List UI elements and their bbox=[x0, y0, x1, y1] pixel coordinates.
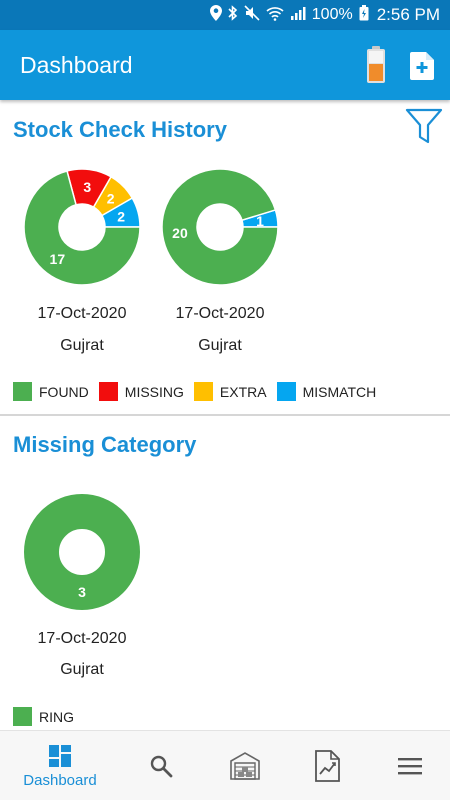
legend-item-found: FOUND bbox=[13, 382, 89, 401]
page-title: Dashboard bbox=[20, 52, 133, 78]
dashboard-icon bbox=[49, 744, 71, 767]
filter-icon bbox=[405, 108, 443, 144]
legend-label: RING bbox=[39, 708, 74, 725]
legend-item-ring: RING bbox=[13, 707, 74, 726]
legend-swatch bbox=[276, 382, 296, 401]
legend-label: FOUND bbox=[39, 383, 89, 400]
location-icon bbox=[209, 4, 222, 26]
bottom-navigation: Dashboard bbox=[0, 730, 450, 800]
add-document-icon bbox=[410, 52, 434, 80]
report-icon bbox=[315, 750, 340, 782]
donut-slice-extra[interactable] bbox=[92, 175, 134, 217]
legend-swatch bbox=[13, 382, 32, 401]
menu-icon bbox=[398, 758, 422, 775]
donut-value-label: 2 bbox=[107, 190, 115, 206]
nav-report[interactable] bbox=[306, 731, 348, 801]
donut-value-label: 1 bbox=[256, 213, 264, 229]
nav-dashboard[interactable]: Dashboard bbox=[15, 731, 105, 801]
donut-value-label: 2 bbox=[117, 209, 125, 225]
legend-item-mismatch: MISMATCH bbox=[276, 382, 377, 401]
status-icons: 100% 2:56 PM bbox=[209, 0, 440, 30]
battery-button[interactable] bbox=[364, 45, 388, 85]
donut-value-label: 20 bbox=[172, 225, 188, 241]
donut-value-label: 3 bbox=[83, 179, 91, 195]
signal-icon bbox=[290, 5, 306, 26]
donut-slice-found[interactable] bbox=[23, 170, 141, 286]
donut-slice-ring[interactable] bbox=[24, 494, 140, 610]
battery-percent: 100% bbox=[311, 6, 353, 23]
nav-menu[interactable] bbox=[388, 731, 432, 801]
missing-category-title: Missing Category bbox=[13, 432, 197, 457]
section-divider bbox=[0, 414, 450, 416]
chart-date: 17-Oct-2020 bbox=[37, 630, 127, 647]
stock-check-legend: FOUND MISSING EXTRA MISMATCH bbox=[13, 382, 386, 401]
legend-label: EXTRA bbox=[219, 383, 267, 400]
legend-label: MISSING bbox=[124, 383, 184, 400]
donut-slice-missing[interactable] bbox=[66, 168, 113, 209]
mute-icon bbox=[244, 4, 260, 26]
legend-swatch bbox=[193, 382, 213, 401]
search-icon bbox=[150, 755, 173, 778]
clock-time: 2:56 PM bbox=[376, 5, 440, 24]
app-bar: Dashboard bbox=[0, 30, 450, 100]
battery-status-icon bbox=[359, 4, 369, 26]
add-document-button[interactable] bbox=[408, 50, 438, 82]
donut-value-label: 17 bbox=[50, 251, 66, 267]
legend-label: MISMATCH bbox=[302, 383, 377, 400]
nav-search[interactable] bbox=[140, 731, 182, 801]
legend-swatch bbox=[13, 707, 32, 726]
nav-dashboard-label: Dashboard bbox=[23, 771, 97, 789]
filter-button[interactable] bbox=[404, 106, 444, 146]
chart-location: Gujrat bbox=[198, 337, 242, 354]
missing-category-donut-chart[interactable]: 3 bbox=[22, 492, 142, 612]
legend-swatch bbox=[98, 382, 118, 401]
donut-slice-found[interactable] bbox=[161, 168, 279, 286]
legend-item-extra: EXTRA bbox=[193, 382, 267, 401]
legend-item-missing: MISSING bbox=[98, 382, 184, 401]
bluetooth-icon bbox=[228, 4, 238, 26]
wifi-icon bbox=[266, 5, 284, 26]
chart-date: 17-Oct-2020 bbox=[37, 305, 127, 322]
stock-check-donut-chart-2[interactable]: 1 20 bbox=[160, 167, 280, 287]
chart-date: 17-Oct-2020 bbox=[175, 305, 265, 322]
nav-warehouse[interactable] bbox=[222, 731, 268, 801]
battery-icon bbox=[367, 46, 385, 83]
missing-category-legend: RING bbox=[13, 707, 84, 726]
chart-location: Gujrat bbox=[60, 337, 104, 354]
stock-check-history-title: Stock Check History bbox=[13, 117, 227, 142]
status-bar: 100% 2:56 PM bbox=[0, 0, 450, 30]
chart-location: Gujrat bbox=[60, 661, 104, 678]
warehouse-icon bbox=[230, 752, 260, 780]
donut-value-label: 3 bbox=[78, 584, 86, 600]
